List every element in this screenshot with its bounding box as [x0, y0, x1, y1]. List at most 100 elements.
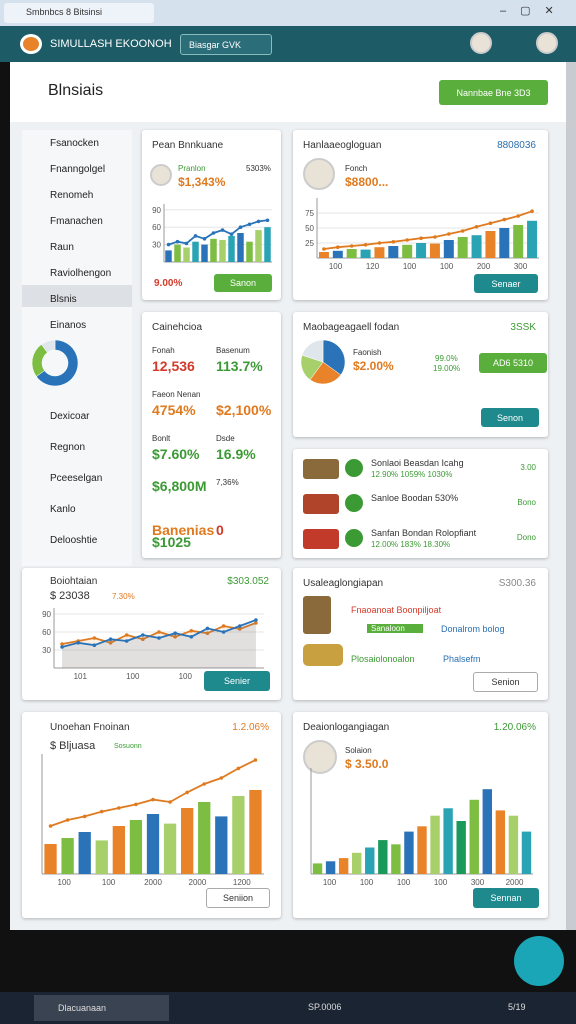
sidebar: Fsanocken Fnanngolgel Renomeh Fmanachen Raun… — [22, 130, 132, 566]
bar — [485, 231, 496, 258]
row-sub: 12.00% 183% 18.30% — [371, 540, 451, 549]
point — [141, 633, 145, 637]
metric-value: $1025 — [152, 534, 191, 550]
bar — [402, 244, 413, 258]
metric-label: Faeon Nenan — [152, 390, 201, 399]
card: Unoehan Fnoinan 1.2.06% $ Bljuasa Sosuon… — [22, 712, 281, 918]
nav-item[interactable]: Fsanocken — [50, 138, 99, 149]
point — [220, 228, 225, 232]
bar — [416, 243, 427, 258]
point — [377, 241, 382, 245]
nav-item[interactable]: Renomeh — [50, 190, 94, 201]
point — [254, 618, 258, 622]
point — [99, 809, 104, 814]
bar — [521, 831, 532, 874]
bar — [508, 815, 519, 874]
app-name: SIMULLASH EKOONOH — [50, 38, 172, 50]
window-controls[interactable]: –▢✕ — [500, 5, 568, 17]
avatar[interactable] — [470, 32, 492, 54]
nav-item[interactable]: Fnanngolgel — [50, 164, 106, 175]
primary-button[interactable]: Nannbae Bne 3D3 — [439, 80, 548, 105]
point — [48, 824, 53, 828]
x-tick-label: 100 — [179, 672, 193, 681]
bar — [443, 240, 454, 258]
card-title: Maobageagaell fodan — [303, 322, 400, 333]
nav-item: Pceeselgan — [50, 473, 103, 484]
row-title: Sanfan Bondan Rolopfiant — [371, 528, 477, 538]
search-box[interactable]: Dlacuanaan — [34, 995, 169, 1021]
avatar[interactable] — [536, 32, 558, 54]
x-tick-label: 100 — [102, 878, 116, 887]
bar — [61, 838, 74, 874]
bar — [325, 861, 336, 874]
bar — [201, 244, 208, 262]
value: 1.2.06% — [232, 722, 269, 733]
metric-value: 16.9% — [216, 446, 256, 462]
scrollbar[interactable] — [566, 62, 576, 930]
value: $2.00% — [353, 359, 394, 373]
row-title: Sanloe Boodan 530% — [371, 493, 459, 503]
fab[interactable] — [514, 936, 564, 986]
chart: 100 100 100 100 300 2000 — [310, 768, 533, 887]
point — [237, 624, 242, 628]
icon — [345, 529, 363, 547]
point — [247, 222, 252, 227]
nav-item[interactable]: Fmanachen — [50, 216, 103, 227]
bar — [374, 247, 385, 258]
metric-value: 4754% — [152, 402, 196, 418]
point — [363, 243, 368, 247]
point — [447, 232, 451, 236]
chart: 100 100 2000 2000 1200 — [41, 754, 264, 887]
point — [205, 631, 210, 635]
bar — [346, 249, 357, 258]
button[interactable]: AD6 5310 — [479, 353, 547, 373]
header-button-label: Biasgar GVK — [189, 40, 242, 50]
value: S300.36 — [498, 578, 536, 589]
point — [60, 642, 64, 646]
bar — [443, 808, 453, 874]
icon — [303, 529, 339, 549]
nav-item[interactable]: Blsnis — [50, 294, 77, 305]
nav-item[interactable]: Einanos — [50, 320, 87, 331]
row-tag: Dono — [516, 533, 536, 542]
nav-item[interactable]: Raun — [50, 242, 74, 253]
point — [185, 790, 189, 795]
slice — [301, 340, 324, 363]
tab[interactable]: Smbnbcs 8 Bitsinsi — [4, 3, 154, 23]
button[interactable]: Sennan — [473, 888, 539, 908]
point — [419, 236, 423, 240]
line — [168, 219, 268, 246]
button[interactable]: Seniion — [206, 888, 270, 908]
button[interactable]: Senaer — [474, 274, 538, 293]
row-text: Phalsefm — [443, 654, 481, 664]
header-button[interactable]: Biasgar GVK — [180, 34, 272, 55]
value: $ Bljuasa — [50, 740, 96, 752]
label: Solaion — [345, 746, 372, 755]
card-title: Boiohtaian — [50, 576, 98, 587]
button[interactable]: Sanon — [214, 274, 272, 292]
bar — [417, 826, 427, 874]
bar — [332, 250, 343, 258]
page-title: Blnsiais — [48, 82, 104, 99]
value: 99.0% — [435, 354, 458, 363]
row-tag: Bono — [517, 498, 536, 507]
bar — [255, 230, 262, 262]
bar — [264, 227, 271, 262]
button[interactable]: Senon — [481, 408, 539, 427]
line — [323, 210, 533, 250]
bar — [219, 239, 226, 262]
taskbar-item[interactable]: SP.0006 — [308, 1002, 342, 1012]
chart: 306090101100100305 — [42, 608, 264, 681]
x-tick-label: 2000 — [189, 878, 207, 887]
card: Boiohtaian $303.052 $ 23038 7.30% 30 60 90… — [22, 568, 281, 700]
bar — [429, 243, 440, 258]
icon — [303, 459, 339, 479]
x-tick-label: 100 — [360, 878, 374, 887]
nav-item[interactable]: Raviolhengon — [50, 268, 112, 279]
value: $303.052 — [227, 576, 269, 587]
bar — [513, 225, 524, 258]
button[interactable]: Senion — [473, 672, 538, 692]
button[interactable]: Senier — [204, 671, 270, 691]
taskbar: Dlacuanaan SP.0006 5/19 — [0, 992, 576, 1024]
point — [237, 627, 242, 631]
